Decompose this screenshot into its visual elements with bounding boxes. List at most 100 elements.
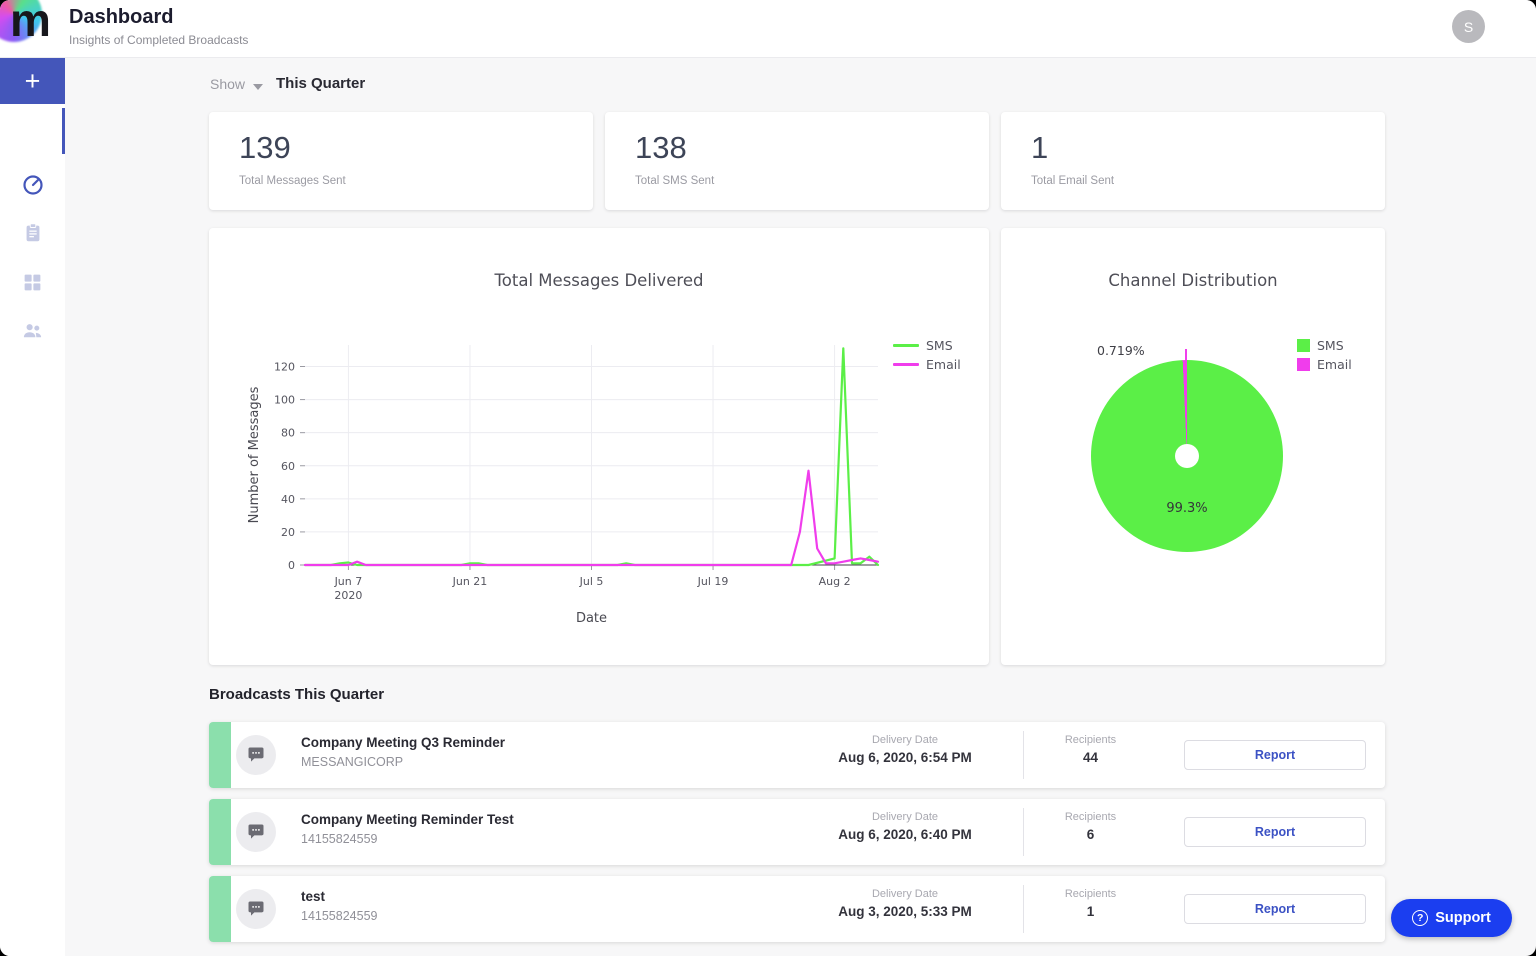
pie-chart-legend: SMS Email — [1297, 338, 1352, 372]
stat-card-total-email: 1 Total Email Sent — [1001, 112, 1385, 210]
line-chart-card: Total Messages Delivered Jun 7 2020 Jun 21… — [209, 228, 989, 665]
recipients-column: Recipients 1 — [1033, 888, 1148, 919]
sidebar-item-apps[interactable] — [0, 262, 65, 308]
sidebar: + — [0, 58, 65, 956]
column-divider — [1023, 731, 1024, 779]
avatar[interactable]: S — [1452, 10, 1485, 43]
plus-icon: + — [24, 65, 41, 96]
recipients-column: Recipients 44 — [1033, 734, 1148, 765]
selected-period[interactable]: This Quarter — [276, 75, 366, 92]
report-button[interactable]: Report — [1184, 740, 1366, 770]
svg-text:120: 120 — [274, 361, 295, 374]
broadcast-row[interactable]: test 14155824559 Delivery Date Aug 3, 20… — [209, 876, 1385, 942]
recipients-label: Recipients — [1064, 734, 1117, 746]
line-chart-legend: SMS Email — [893, 338, 961, 372]
svg-text:Jul 19: Jul 19 — [697, 575, 729, 588]
stat-value: 1 — [1031, 130, 1049, 165]
pie-label-sms: 99.3% — [1166, 501, 1208, 516]
message-bubble-icon — [236, 812, 276, 852]
message-bubble-icon — [236, 889, 276, 929]
sidebar-item-contacts[interactable] — [0, 310, 65, 356]
broadcast-sender: 14155824559 — [301, 832, 378, 846]
legend-label: SMS — [926, 338, 953, 353]
pie-label-email: 0.719% — [1097, 343, 1145, 358]
svg-text:20: 20 — [281, 526, 295, 539]
sidebar-item-dashboard[interactable] — [0, 163, 65, 209]
stat-label: Total Messages Sent — [239, 175, 346, 187]
legend-label: Email — [926, 357, 961, 372]
pie-donut-hole — [1175, 444, 1199, 468]
row-accent-bar — [209, 876, 231, 942]
pie-chart-title: Channel Distribution — [1108, 271, 1278, 290]
recipients-value: 6 — [1086, 827, 1095, 842]
column-divider — [1023, 808, 1024, 856]
svg-text:60: 60 — [281, 460, 295, 473]
delivery-label: Delivery Date — [871, 888, 939, 900]
sidebar-item-broadcasts[interactable] — [0, 212, 65, 258]
support-button[interactable]: ? Support — [1391, 899, 1512, 937]
delivery-column: Delivery Date Aug 6, 2020, 6:40 PM — [780, 811, 1030, 842]
svg-text:Number of Messages: Number of Messages — [247, 386, 262, 523]
legend-item-email: Email — [1297, 357, 1352, 372]
line-chart-title: Total Messages Delivered — [494, 271, 704, 290]
email-swatch — [1297, 358, 1310, 371]
legend-label: SMS — [1317, 338, 1344, 353]
recipients-column: Recipients 6 — [1033, 811, 1148, 842]
chevron-down-icon[interactable] — [253, 84, 263, 90]
show-dropdown[interactable]: Show — [210, 76, 246, 92]
recipients-value: 1 — [1086, 904, 1095, 919]
delivery-value: Aug 6, 2020, 6:54 PM — [838, 750, 972, 765]
svg-text:100: 100 — [274, 394, 295, 407]
broadcast-title: Company Meeting Q3 Reminder — [301, 735, 506, 750]
people-icon — [21, 319, 44, 347]
active-indicator — [62, 108, 65, 154]
message-bubble-icon — [236, 735, 276, 775]
speedometer-icon — [21, 172, 45, 201]
email-line-swatch — [893, 363, 919, 366]
stat-value: 139 — [239, 130, 291, 165]
delivery-value: Aug 3, 2020, 5:33 PM — [838, 904, 972, 919]
svg-text:Jul 5: Jul 5 — [579, 575, 604, 588]
broadcast-sender: 14155824559 — [301, 909, 378, 923]
svg-text:2020: 2020 — [334, 589, 362, 602]
stat-label: Total SMS Sent — [635, 175, 715, 187]
delivery-column: Delivery Date Aug 3, 2020, 5:33 PM — [780, 888, 1030, 919]
broadcast-title: test — [301, 889, 326, 904]
stat-label: Total Email Sent — [1031, 175, 1115, 187]
row-accent-bar — [209, 799, 231, 865]
header: m Dashboard Insights of Completed Broadc… — [0, 0, 1536, 58]
broadcast-row[interactable]: Company Meeting Reminder Test 1415582455… — [209, 799, 1385, 865]
page-title: Dashboard — [69, 6, 174, 28]
delivery-column: Delivery Date Aug 6, 2020, 6:54 PM — [780, 734, 1030, 765]
column-divider — [1023, 885, 1024, 933]
broadcasts-heading: Broadcasts This Quarter — [209, 686, 385, 703]
svg-text:Aug 2: Aug 2 — [819, 575, 851, 588]
stat-card-total-messages: 139 Total Messages Sent — [209, 112, 593, 210]
broadcast-title: Company Meeting Reminder Test — [301, 812, 514, 827]
report-button[interactable]: Report — [1184, 817, 1366, 847]
delivery-value: Aug 6, 2020, 6:40 PM — [838, 827, 972, 842]
pie-leader-line — [1185, 349, 1187, 364]
row-accent-bar — [209, 722, 231, 788]
legend-label: Email — [1317, 357, 1352, 372]
support-label: Support — [1435, 910, 1491, 926]
recipients-value: 44 — [1082, 750, 1099, 765]
new-broadcast-button[interactable]: + — [0, 58, 65, 104]
clipboard-icon — [22, 222, 44, 249]
recipients-label: Recipients — [1064, 888, 1117, 900]
brand-logo[interactable]: m — [10, 0, 51, 46]
report-button[interactable]: Report — [1184, 894, 1366, 924]
svg-text:Jun 7: Jun 7 — [334, 575, 363, 588]
sms-line-swatch — [893, 344, 919, 347]
svg-text:80: 80 — [281, 427, 295, 440]
svg-text:40: 40 — [281, 493, 295, 506]
legend-item-sms: SMS — [1297, 338, 1352, 353]
broadcast-row[interactable]: Company Meeting Q3 Reminder MESSANGICORP… — [209, 722, 1385, 788]
recipients-label: Recipients — [1064, 811, 1117, 823]
delivery-label: Delivery Date — [871, 811, 939, 823]
stat-card-total-sms: 138 Total SMS Sent — [605, 112, 989, 210]
broadcast-sender: MESSANGICORP — [301, 755, 404, 769]
page-subtitle: Insights of Completed Broadcasts — [69, 33, 249, 47]
